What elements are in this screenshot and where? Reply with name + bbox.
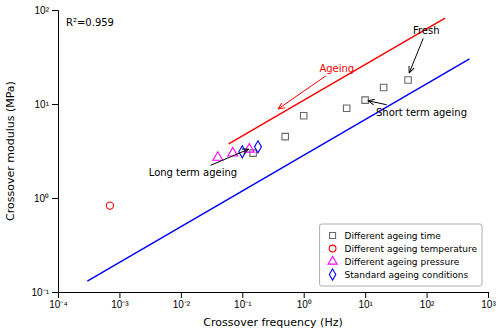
point	[106, 202, 113, 209]
tick-label: 10⁻³	[111, 299, 129, 310]
legend-symbol	[329, 269, 335, 280]
tick-mark	[52, 104, 58, 105]
plot-area: 10⁻⁴10⁻³10⁻²10⁻¹10⁰10¹10²10³10⁻¹10⁰10¹10…	[32, 5, 497, 310]
y-axis: 10⁻¹ 10⁰ 10¹ 10²	[32, 5, 59, 298]
tick-mark	[304, 292, 305, 298]
tick-mark	[52, 10, 58, 11]
point	[380, 84, 386, 90]
tick-mark	[119, 292, 120, 298]
tick-mark	[52, 292, 58, 293]
tick-mark	[242, 292, 243, 298]
fit-line	[229, 18, 445, 144]
annotation: Fresh	[413, 25, 440, 36]
point	[343, 105, 349, 111]
axis-line	[52, 11, 59, 293]
point	[254, 141, 261, 153]
x-axis-title: Crossover frequency (Hz)	[203, 316, 342, 329]
tick-label: 10²	[35, 5, 50, 16]
annotation: R²=0.959	[66, 17, 114, 28]
tick-label: 10⁰	[34, 193, 49, 204]
tick-mark	[52, 198, 58, 199]
tick-label: 10²	[420, 299, 435, 310]
tick: 10¹	[35, 99, 58, 110]
tick-mark	[365, 292, 366, 298]
axis-line	[59, 293, 489, 299]
tick: 10³	[481, 292, 496, 310]
tick: 10⁻¹	[234, 292, 252, 310]
annotation: Short term ageing	[376, 107, 467, 118]
legend-frame	[320, 224, 482, 286]
tick-label: 10³	[481, 299, 496, 310]
y-axis-title: Crossover modulus (MPa)	[4, 81, 17, 221]
tick-label: 10¹	[35, 99, 50, 110]
legend-label: Standard ageing conditions	[345, 270, 469, 280]
annotations: Fresh Short term ageing Long term ageing Ag…	[66, 17, 467, 178]
point	[405, 77, 411, 83]
tick: 10⁰	[34, 193, 58, 204]
tick-mark	[181, 292, 182, 298]
legend-label: Different ageing time	[345, 231, 442, 241]
tick-label: 10⁰	[297, 299, 312, 310]
x-axis: 10⁻⁴ 10⁻³ 10⁻² 10⁻¹ 10⁰ 10¹ 10² 10³	[49, 292, 496, 310]
annotation-arrow	[211, 149, 249, 165]
tick: 10²	[35, 5, 58, 16]
chart: 10⁻⁴10⁻³10⁻²10⁻¹10⁰10¹10²10³10⁻¹10⁰10¹10…	[0, 0, 500, 332]
tick: 10¹	[358, 292, 373, 310]
tick-label: 10¹	[358, 299, 373, 310]
point	[213, 152, 223, 161]
point	[300, 113, 306, 119]
annotation-arrow	[368, 101, 387, 105]
tick: 10⁻³	[111, 292, 129, 310]
point	[282, 133, 288, 139]
tick: 10²	[420, 292, 435, 310]
annotation: Long term ageing	[149, 167, 237, 178]
legend: Different ageing time Different ageing te…	[320, 224, 482, 286]
legend-label: Different ageing temperature	[345, 244, 478, 254]
annotation: Ageing	[319, 63, 354, 74]
tick-mark	[427, 292, 428, 298]
annotation-arrow	[278, 76, 326, 109]
tick-label: 10⁻¹	[32, 287, 50, 298]
tick: 10⁻²	[173, 292, 191, 310]
annotation-arrow	[409, 38, 423, 73]
tick: 10⁻¹	[32, 287, 58, 298]
tick: 10⁰	[297, 292, 312, 310]
tick-label: 10⁻⁴	[49, 299, 67, 310]
point	[362, 97, 368, 103]
tick-label: 10⁻²	[173, 299, 191, 310]
legend-symbol	[328, 256, 337, 264]
legend-symbol	[330, 233, 336, 239]
tick-mark	[488, 292, 489, 298]
tick-label: 10⁻¹	[234, 299, 252, 310]
tick: 10⁻⁴	[49, 292, 67, 310]
legend-label: Different ageing pressure	[345, 257, 460, 267]
legend-symbol	[329, 245, 336, 252]
